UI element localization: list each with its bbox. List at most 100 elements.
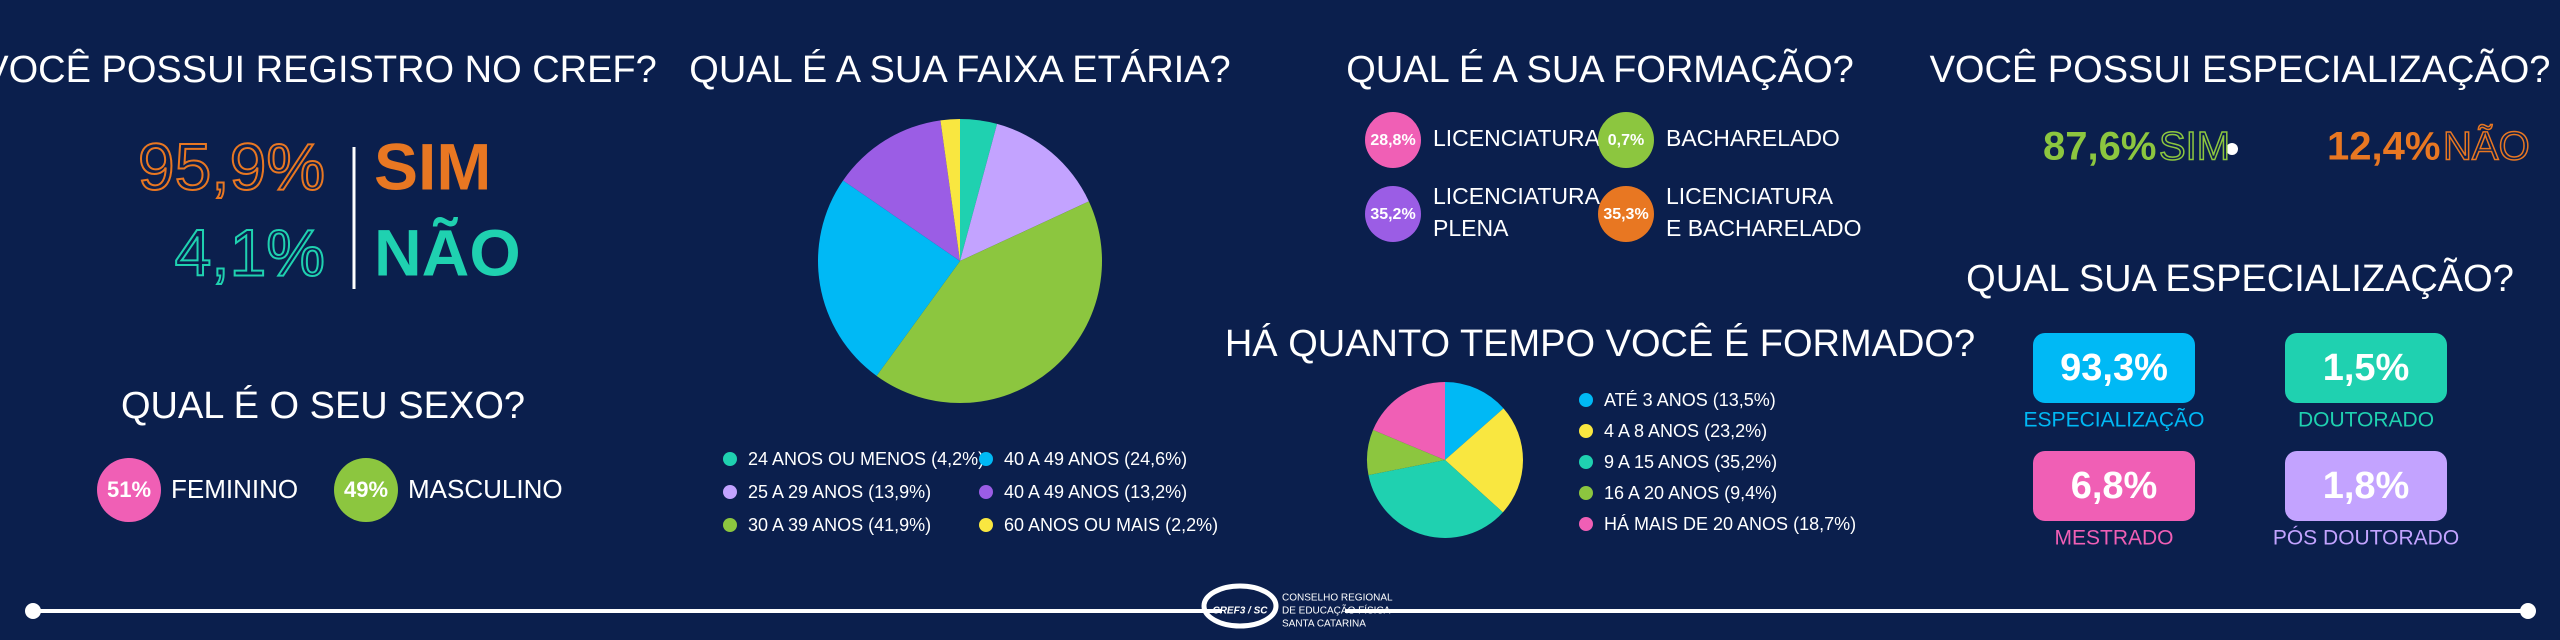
percent: 95,9% — [138, 129, 325, 203]
percent: 1,5% — [2323, 347, 2410, 389]
pie-slice — [1367, 429, 1445, 476]
separator-dot — [2226, 143, 2238, 155]
legend-label: ATÉ 3 ANOS (13,5%) — [1604, 390, 1776, 410]
pie-slice — [817, 180, 960, 376]
percent: 51% — [107, 477, 151, 502]
footer-dot — [25, 603, 41, 619]
legend-dot — [1579, 424, 1593, 438]
legend-category: 9 A 15 ANOS — [1604, 452, 1709, 472]
pie-slice — [1445, 382, 1504, 460]
badge — [97, 458, 161, 522]
legend-label: 24 ANOS OU MENOS (4,2%) — [748, 449, 984, 469]
legend-label: 60 ANOS OU MAIS (2,2%) — [1004, 515, 1218, 535]
box — [2285, 451, 2447, 521]
legend-dot — [979, 452, 993, 466]
percent: 28,8% — [1370, 132, 1415, 149]
pie-slice — [960, 123, 1089, 262]
legend-label: 40 A 49 ANOS (24,6%) — [1004, 449, 1187, 469]
legend-value: (2,2%) — [1165, 515, 1218, 535]
label: E BACHARELADO — [1666, 215, 1862, 241]
legend-category: 25 A 29 ANOS — [748, 482, 863, 502]
legend-value: (9,4%) — [1724, 483, 1777, 503]
label: FEMININO — [171, 474, 298, 504]
percent: 4,1% — [175, 215, 325, 289]
box — [2033, 451, 2195, 521]
legend-value: (18,7%) — [1793, 514, 1856, 534]
logo-swoosh — [1201, 583, 1279, 629]
legend-label: 4 A 8 ANOS (23,2%) — [1604, 421, 1767, 441]
legend-label: HÁ MAIS DE 20 ANOS (18,7%) — [1604, 514, 1856, 534]
badge — [334, 458, 398, 522]
legend-dot — [723, 452, 737, 466]
label: LICENCIATURA — [1666, 183, 1834, 209]
label: ESPECIALIZAÇÃO — [2024, 408, 2205, 432]
percent: 1,8% — [2323, 465, 2410, 507]
legend-value: (23,2%) — [1704, 421, 1767, 441]
legend-label: 25 A 29 ANOS (13,9%) — [748, 482, 931, 502]
label: DOUTORADO — [2298, 409, 2434, 432]
legend-value: (4,2%) — [931, 449, 984, 469]
legend-category: 4 A 8 ANOS — [1604, 421, 1699, 441]
label: MASCULINO — [408, 474, 563, 504]
legend-category: 24 ANOS OU MENOS — [748, 449, 926, 469]
footer-dot — [2520, 603, 2536, 619]
logo-line: CONSELHO REGIONAL — [1282, 593, 1393, 604]
badge — [1365, 186, 1421, 242]
logo-text: CREF3 / SC — [1212, 606, 1268, 617]
legend-dot — [723, 485, 737, 499]
title: VOCÊ POSSUI ESPECIALIZAÇÃO? — [1930, 48, 2551, 91]
percent: 6,8% — [2071, 465, 2158, 507]
label: PÓS DOUTORADO — [2273, 527, 2459, 550]
pie-slice — [1368, 460, 1503, 538]
legend-label: 40 A 49 ANOS (13,2%) — [1004, 482, 1187, 502]
label: LICENCIATURA — [1433, 183, 1601, 209]
percent: 93,3% — [2060, 347, 2168, 389]
badge — [1598, 112, 1654, 168]
legend-dot — [1579, 517, 1593, 531]
title: QUAL É A SUA FORMAÇÃO? — [1346, 48, 1854, 91]
percent: 35,2% — [1370, 206, 1415, 223]
legend-value: (24,6%) — [1124, 449, 1187, 469]
label: MESTRADO — [2054, 527, 2173, 550]
legend-dot — [1579, 455, 1593, 469]
legend-dot — [979, 485, 993, 499]
legend-label: 16 A 20 ANOS (9,4%) — [1604, 483, 1777, 503]
legend-value: (35,2%) — [1714, 452, 1777, 472]
title: VOCÊ POSSUI REGISTRO NO CREF? — [0, 48, 657, 91]
logo-line: DE EDUCAÇÃO FÍSICA — [1282, 604, 1391, 617]
legend-dot — [1579, 486, 1593, 500]
legend-dot — [1579, 393, 1593, 407]
box — [2285, 333, 2447, 403]
legend-category: 16 A 20 ANOS — [1604, 483, 1719, 503]
pie-slice — [1373, 382, 1445, 460]
legend-dot — [723, 518, 737, 532]
badge — [1598, 186, 1654, 242]
title: QUAL SUA ESPECIALIZAÇÃO? — [1966, 257, 2514, 300]
legend-category: 30 A 39 ANOS — [748, 515, 863, 535]
label: PLENA — [1433, 215, 1509, 241]
legend-label: 9 A 15 ANOS (35,2%) — [1604, 452, 1777, 472]
legend-value: (13,5%) — [1713, 390, 1776, 410]
legend-category: ATÉ 3 ANOS — [1604, 390, 1708, 410]
legend-category: HÁ MAIS DE 20 ANOS — [1604, 514, 1788, 534]
legend-dot — [979, 518, 993, 532]
answer: SIM — [2159, 125, 2230, 169]
percent: 87,6% — [2043, 125, 2156, 169]
title: HÁ QUANTO TEMPO VOCÊ É FORMADO? — [1225, 322, 1975, 365]
badge — [1365, 112, 1421, 168]
legend-value: (13,9%) — [868, 482, 931, 502]
label: BACHARELADO — [1666, 125, 1840, 151]
legend-category: 60 ANOS OU MAIS — [1004, 515, 1160, 535]
legend-label: 30 A 39 ANOS (41,9%) — [748, 515, 931, 535]
answer: NÃO — [374, 215, 521, 289]
answer: NÃO — [2443, 124, 2530, 169]
percent: 49% — [344, 477, 388, 502]
pie-slice — [960, 119, 998, 261]
percent: 35,3% — [1603, 206, 1648, 223]
pie-slice — [1445, 408, 1523, 513]
legend-category: 40 A 49 ANOS — [1004, 449, 1119, 469]
pie-slice — [876, 201, 1102, 404]
